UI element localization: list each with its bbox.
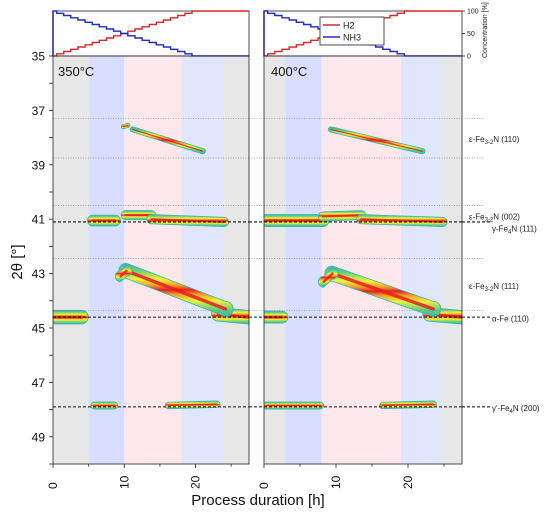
band-core — [382, 403, 434, 407]
gas-tick-0: 0 — [467, 54, 471, 61]
phase-label: ε-Fe3-2N (111) — [469, 282, 519, 293]
label-subscript: 4 — [510, 409, 514, 415]
nh3-line — [52, 10, 249, 57]
x-tick-label: 0 — [257, 482, 271, 489]
phase-labels: ε-Fe3-2N (110)ε-Fe3-2N (002)ε-Fe3-2N (11… — [469, 135, 540, 415]
gas-axis-title: Concentration [%] — [482, 2, 489, 58]
reference-connectors — [249, 118, 490, 408]
label-subscript: 3-2 — [485, 217, 494, 223]
shading-region-2 — [321, 56, 401, 464]
band-core — [119, 269, 128, 278]
gas-legend: H2 NH3 — [319, 16, 385, 46]
x-axis-left: 0 10 20 — [46, 464, 232, 489]
y-tick-label: 41 — [32, 213, 46, 227]
y-tick-label: 37 — [32, 104, 46, 118]
label-part: γ-Fe — [492, 225, 509, 234]
shading-region-4 — [224, 56, 249, 464]
legend-nh3-label: NH3 — [343, 33, 361, 43]
label-part: α-Fe (110) — [492, 314, 529, 323]
y-tick-label: 49 — [32, 430, 46, 444]
gas-panel-left — [52, 10, 250, 57]
band-core — [123, 124, 129, 128]
x-tick-label: 0 — [46, 482, 60, 489]
label-subscript: 3-2 — [485, 287, 494, 293]
label-part: ε-Fe — [469, 135, 485, 144]
band-core — [150, 218, 226, 223]
band-core — [322, 272, 334, 283]
panel-350: 350°C — [52, 55, 250, 465]
band-core — [132, 128, 204, 152]
reference-label: γ-Fe4N (111) — [492, 225, 537, 236]
reference-label: γ'-Fe4N (200) — [492, 404, 540, 415]
phase-label: ε-Fe3-2N (110) — [469, 135, 520, 146]
reference-label: α-Fe (110) — [492, 314, 529, 323]
y-axis: 35 37 39 41 43 45 47 49 — [32, 50, 53, 465]
x-axis-title: Process duration [h] — [191, 492, 324, 509]
label-subscript: 3-2 — [485, 140, 494, 146]
band-core — [167, 403, 218, 407]
y-tick-label: 39 — [32, 158, 46, 172]
label-part: ε-Fe — [469, 282, 485, 291]
label-part: N (002) — [493, 212, 520, 221]
label-part: N (200) — [513, 404, 540, 413]
shading-region-4 — [440, 56, 462, 464]
shading-region-3 — [181, 56, 225, 464]
x-tick-label: 20 — [189, 475, 203, 489]
shading-region-1 — [88, 56, 125, 464]
label-part: N (111) — [511, 225, 537, 234]
gas-y-axis: 100 50 0 Concentration [%] — [462, 2, 489, 61]
x-tick-label: 10 — [117, 475, 131, 489]
band-core — [330, 271, 435, 311]
shading-region-2 — [124, 56, 182, 464]
label-part: N (111) — [493, 282, 519, 291]
shading-region-0 — [53, 56, 89, 464]
panel-label-400: 400°C — [271, 64, 307, 79]
shading-region-1 — [285, 56, 322, 464]
panel-400: 400°C — [263, 55, 463, 465]
phase-label: ε-Fe3-2N (002) — [469, 212, 520, 223]
y-axis-title: 2θ [°] — [9, 244, 26, 279]
shading-region-3 — [400, 56, 441, 464]
legend-h2-label: H2 — [343, 21, 355, 31]
x-tick-label: 10 — [329, 475, 343, 489]
label-subscript: 4 — [508, 230, 512, 236]
x-axis-right: 0 10 20 — [257, 464, 445, 489]
gas-tick-50: 50 — [467, 31, 475, 38]
y-tick-label: 45 — [32, 322, 46, 336]
label-part: ε-Fe — [469, 212, 485, 221]
y-tick-label: 43 — [32, 267, 46, 281]
x-tick-label: 20 — [401, 475, 415, 489]
gas-tick-100: 100 — [467, 9, 479, 16]
y-tick-label: 47 — [32, 376, 46, 390]
y-tick-label: 35 — [32, 50, 46, 64]
panel-label-350: 350°C — [58, 64, 94, 79]
label-part: N (110) — [493, 135, 519, 144]
band-core — [321, 214, 363, 218]
label-part: γ'-Fe — [492, 404, 510, 413]
band-core — [124, 269, 228, 311]
band-core — [330, 128, 424, 152]
